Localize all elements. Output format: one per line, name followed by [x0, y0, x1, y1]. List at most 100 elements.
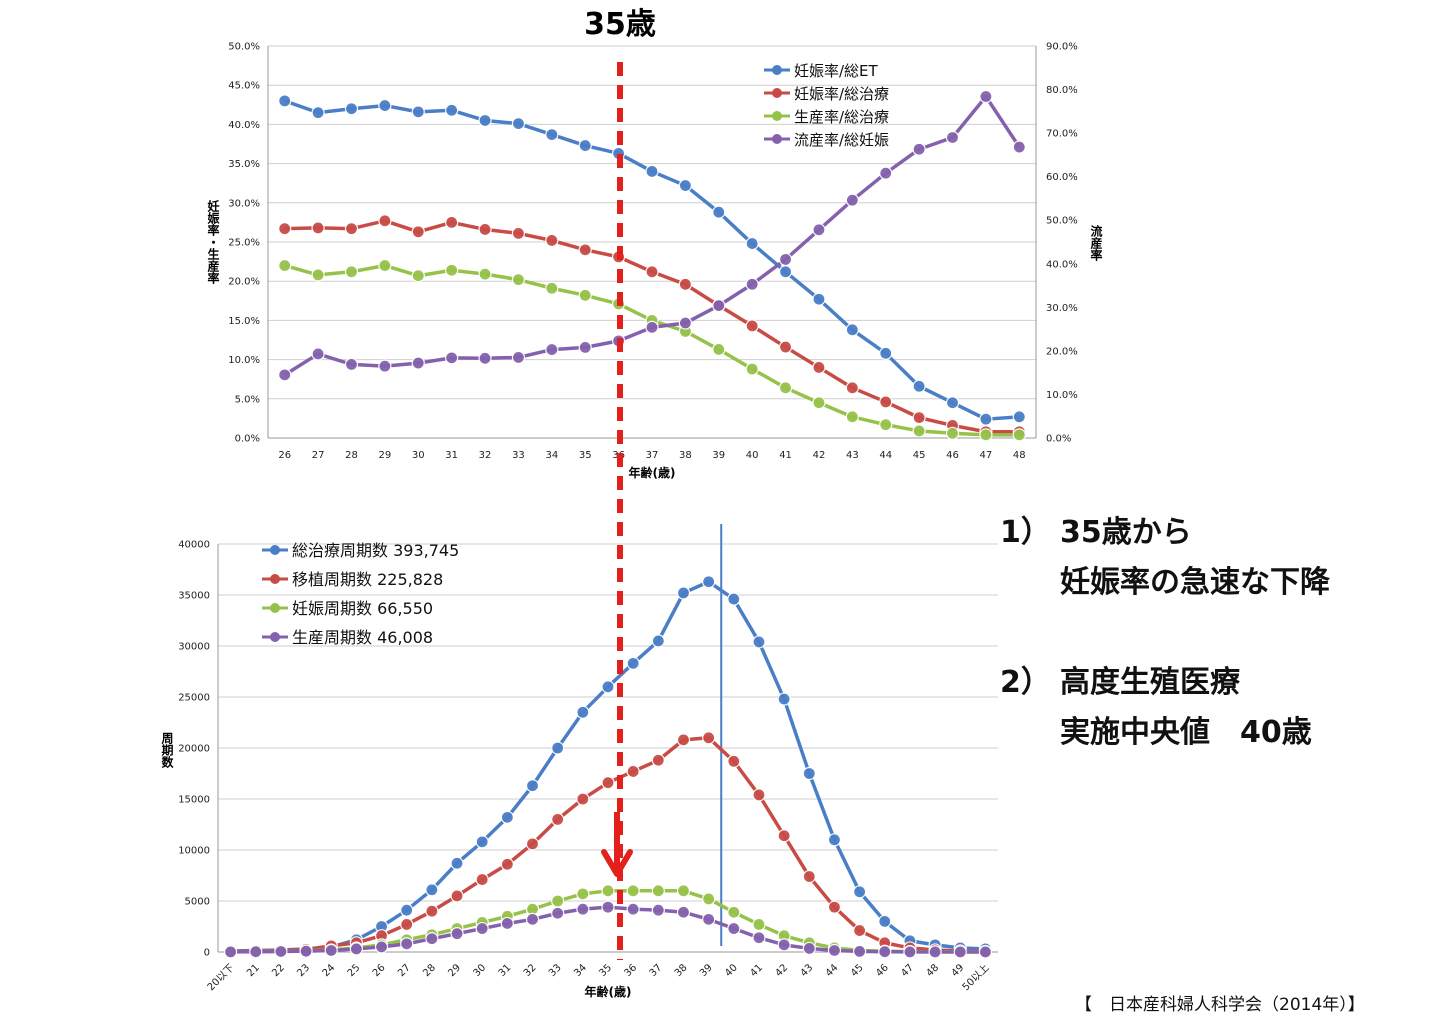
- data-point: [778, 340, 793, 354]
- x-tick-label: 37: [646, 450, 659, 461]
- x-tick-label: 48: [924, 962, 941, 979]
- x-tick-label: 47: [899, 962, 916, 979]
- x-tick-label: 31: [497, 962, 514, 979]
- data-point: [1012, 410, 1026, 424]
- data-point: [777, 829, 791, 843]
- y-axis-title: 妊娠率・生産率: [206, 199, 220, 285]
- data-point: [551, 894, 565, 908]
- data-point: [311, 268, 325, 282]
- data-point: [411, 269, 425, 283]
- data-point: [678, 277, 692, 291]
- data-point: [712, 342, 726, 357]
- x-tick-label: 40: [746, 450, 759, 461]
- x-tick-label: 22: [270, 962, 287, 979]
- y2-tick-label: 90.0%: [1046, 42, 1078, 53]
- legend-marker: [270, 545, 280, 555]
- x-tick-label: 20以下: [206, 962, 237, 993]
- data-point: [450, 927, 464, 941]
- y2-tick-label: 20.0%: [1046, 346, 1078, 357]
- data-point: [278, 368, 292, 382]
- data-point: [752, 917, 766, 932]
- data-point: [324, 943, 338, 958]
- x-tick-label: 46: [946, 450, 959, 461]
- y-tick-label: 30000: [178, 642, 210, 653]
- y2-tick-label: 0.0%: [1046, 434, 1071, 445]
- data-point: [378, 258, 392, 273]
- y2-tick-label: 10.0%: [1046, 390, 1078, 401]
- x-tick-label: 42: [813, 450, 826, 461]
- data-point: [678, 316, 692, 330]
- y-tick-label: 30.0%: [228, 198, 260, 209]
- x-tick-label: 43: [799, 962, 816, 979]
- data-point: [845, 381, 859, 395]
- y-tick-label: 20.0%: [228, 277, 260, 288]
- legend-entry: 生産周期数 46,008: [292, 628, 433, 647]
- data-point: [845, 410, 859, 424]
- data-point: [827, 833, 842, 847]
- data-point: [979, 428, 993, 442]
- data-point: [878, 945, 892, 959]
- data-point: [578, 340, 592, 355]
- x-tick-label: 50以上: [960, 962, 992, 994]
- data-point: [812, 223, 826, 237]
- legend-marker: [270, 574, 280, 584]
- note-1: 1） 35歳から 妊娠率の急速な下降: [1000, 508, 1330, 608]
- y2-tick-label: 80.0%: [1046, 85, 1078, 96]
- note-2: 2） 高度生殖医療 実施中央値 40歳: [1000, 658, 1312, 758]
- legend-entry: 妊娠率/総治療: [794, 85, 889, 103]
- data-point: [752, 788, 766, 802]
- legend-marker: [772, 88, 782, 98]
- note-2-number: 2）: [1000, 665, 1051, 700]
- series-2: [278, 214, 1026, 439]
- x-tick-label: 39: [712, 450, 725, 461]
- x-tick-label: 24: [321, 962, 338, 979]
- data-point: [879, 395, 893, 409]
- x-tick-label: 48: [1013, 450, 1026, 461]
- x-tick-label: 45: [849, 962, 866, 979]
- data-point: [299, 944, 313, 958]
- legend-marker: [772, 65, 782, 75]
- data-point: [752, 931, 766, 945]
- data-point: [626, 764, 640, 779]
- x-tick-label: 38: [673, 962, 690, 979]
- age-35-marker: 35歳: [584, 7, 656, 960]
- series-2: [223, 731, 993, 959]
- data-point: [425, 883, 439, 897]
- y-axis-title: 周期数: [160, 732, 174, 769]
- x-tick-label: 28: [421, 962, 438, 979]
- y-tick-label: 15000: [178, 795, 210, 806]
- x-tick-label: 26: [371, 962, 388, 979]
- data-point: [645, 320, 659, 334]
- data-point: [845, 193, 859, 207]
- data-point: [500, 857, 514, 871]
- data-point: [500, 916, 514, 931]
- data-point: [626, 656, 640, 670]
- series-line: [284, 263, 1020, 437]
- legend-marker: [772, 134, 782, 144]
- x-tick-label: 37: [648, 962, 665, 979]
- x-tick-label: 27: [396, 962, 413, 979]
- y-tick-label: 20000: [178, 744, 210, 755]
- age-35-label: 35歳: [584, 7, 656, 42]
- data-point: [400, 917, 414, 932]
- chart-cycle-counts: 0 5000 10000 15000 20000 25000 30000 35000 40000…: [160, 524, 998, 999]
- data-point: [551, 906, 565, 920]
- data-point: [1012, 140, 1026, 154]
- note-2-line2: 実施中央値 40歳: [1060, 715, 1312, 750]
- data-point: [912, 379, 926, 393]
- y-tick-label: 50.0%: [228, 42, 260, 53]
- x-tick-label: 47: [980, 450, 993, 461]
- x-tick-label: 40: [723, 962, 740, 979]
- x-tick-label: 34: [545, 450, 558, 461]
- data-point: [478, 113, 492, 128]
- data-point: [378, 359, 392, 373]
- data-point: [912, 142, 926, 156]
- legend-entry: 総治療周期数 393,745: [292, 541, 459, 560]
- x-tick-label: 34: [572, 962, 589, 979]
- data-point: [475, 872, 489, 887]
- data-point: [411, 225, 425, 239]
- data-point: [978, 945, 993, 959]
- note-1-line2: 妊娠率の急速な下降: [1060, 565, 1330, 600]
- data-point: [778, 265, 793, 279]
- data-point: [445, 263, 459, 277]
